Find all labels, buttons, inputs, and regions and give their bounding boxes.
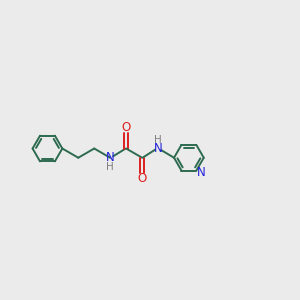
Text: N: N (106, 151, 115, 164)
Text: H: H (106, 162, 114, 172)
Text: N: N (154, 142, 162, 155)
Text: O: O (137, 172, 147, 185)
Text: O: O (122, 121, 131, 134)
Text: N: N (197, 166, 206, 178)
Text: H: H (154, 135, 162, 145)
